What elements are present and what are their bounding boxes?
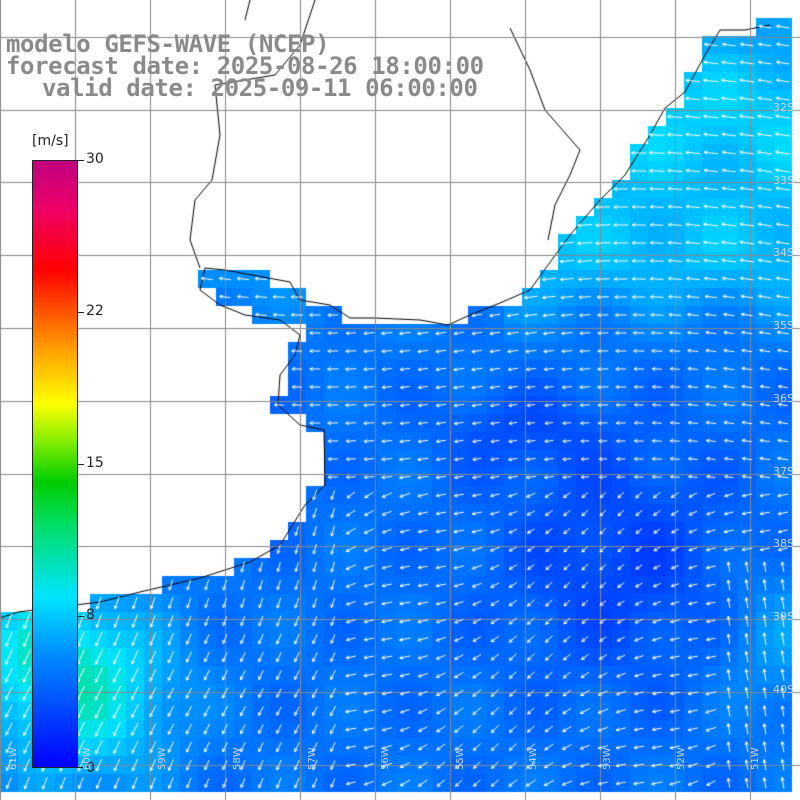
colorbar-tick-label: 30 [86,151,104,167]
lat-label: 40S [773,683,794,696]
lat-label: 32S [773,101,794,114]
colorbar-tickmark [78,464,84,465]
lat-label: 37S [773,465,794,478]
valid-date: valid date: 2025-09-11 06:00:00 [42,74,478,102]
model-title: modelo GEFS-WAVE (NCEP) [6,30,330,58]
colorbar-tick-label: 22 [86,303,104,319]
colorbar-tickmark [78,312,84,313]
colorbar-tick-label: 8 [86,607,95,623]
lat-label: 36S [773,392,794,405]
colorbar-tick-label: 15 [86,455,104,471]
lat-label: 35S [773,319,794,332]
lat-label: 33S [773,174,794,187]
lat-label: 38S [773,537,794,550]
colorbar-tick-label: 0 [86,760,95,776]
colorbar-unit: [m/s] [32,133,69,149]
lat-label: 39S [773,610,794,623]
colorbar [32,160,78,768]
forecast-date: forecast date: 2025-08-26 18:00:00 [6,52,484,80]
colorbar-tickmark [78,616,84,617]
colorbar-tickmark [78,767,84,768]
colorbar-tickmark [78,160,84,161]
lat-label: 34S [773,246,794,259]
